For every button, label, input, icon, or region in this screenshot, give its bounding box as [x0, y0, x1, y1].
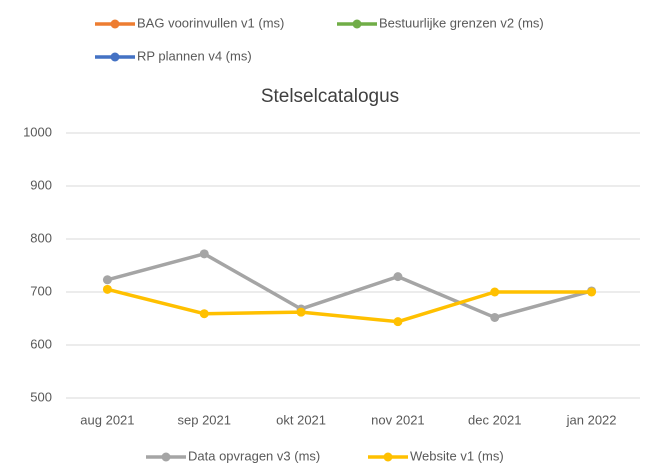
legend-marker [383, 452, 393, 462]
x-tick-label: jan 2022 [566, 412, 617, 427]
point [102, 275, 112, 285]
point [490, 287, 500, 297]
legend-label: Website v1 (ms) [410, 448, 504, 463]
legend-marker [110, 19, 120, 29]
point [296, 307, 306, 317]
x-tick-label: aug 2021 [80, 412, 134, 427]
point [490, 312, 500, 322]
y-tick-label: 500 [30, 389, 52, 404]
point [199, 249, 209, 259]
point [199, 309, 209, 319]
legend-marker [352, 19, 362, 29]
x-tick-label: okt 2021 [276, 412, 326, 427]
point [587, 287, 597, 297]
y-tick-label: 700 [30, 283, 52, 298]
y-tick-label: 800 [30, 230, 52, 245]
series-line [106, 252, 593, 320]
legend-marker [161, 452, 171, 462]
y-tick-label: 600 [30, 336, 52, 351]
chart-title: Stelselcatalogus [261, 86, 399, 107]
y-tick-label: 1000 [23, 124, 52, 139]
legend-label: Bestuurlijke grenzen v2 (ms) [379, 15, 544, 30]
legend-label: RP plannen v4 (ms) [137, 48, 252, 63]
point [393, 272, 403, 282]
point [102, 284, 112, 294]
legend-label: BAG voorinvullen v1 (ms) [137, 15, 284, 30]
point [393, 317, 403, 327]
series-line [106, 287, 592, 324]
x-tick-label: sep 2021 [178, 412, 232, 427]
x-tick-label: nov 2021 [371, 412, 425, 427]
y-tick-label: 900 [30, 177, 52, 192]
legend-label: Data opvragen v3 (ms) [188, 448, 320, 463]
x-tick-label: dec 2021 [468, 412, 522, 427]
legend-marker [110, 52, 120, 62]
